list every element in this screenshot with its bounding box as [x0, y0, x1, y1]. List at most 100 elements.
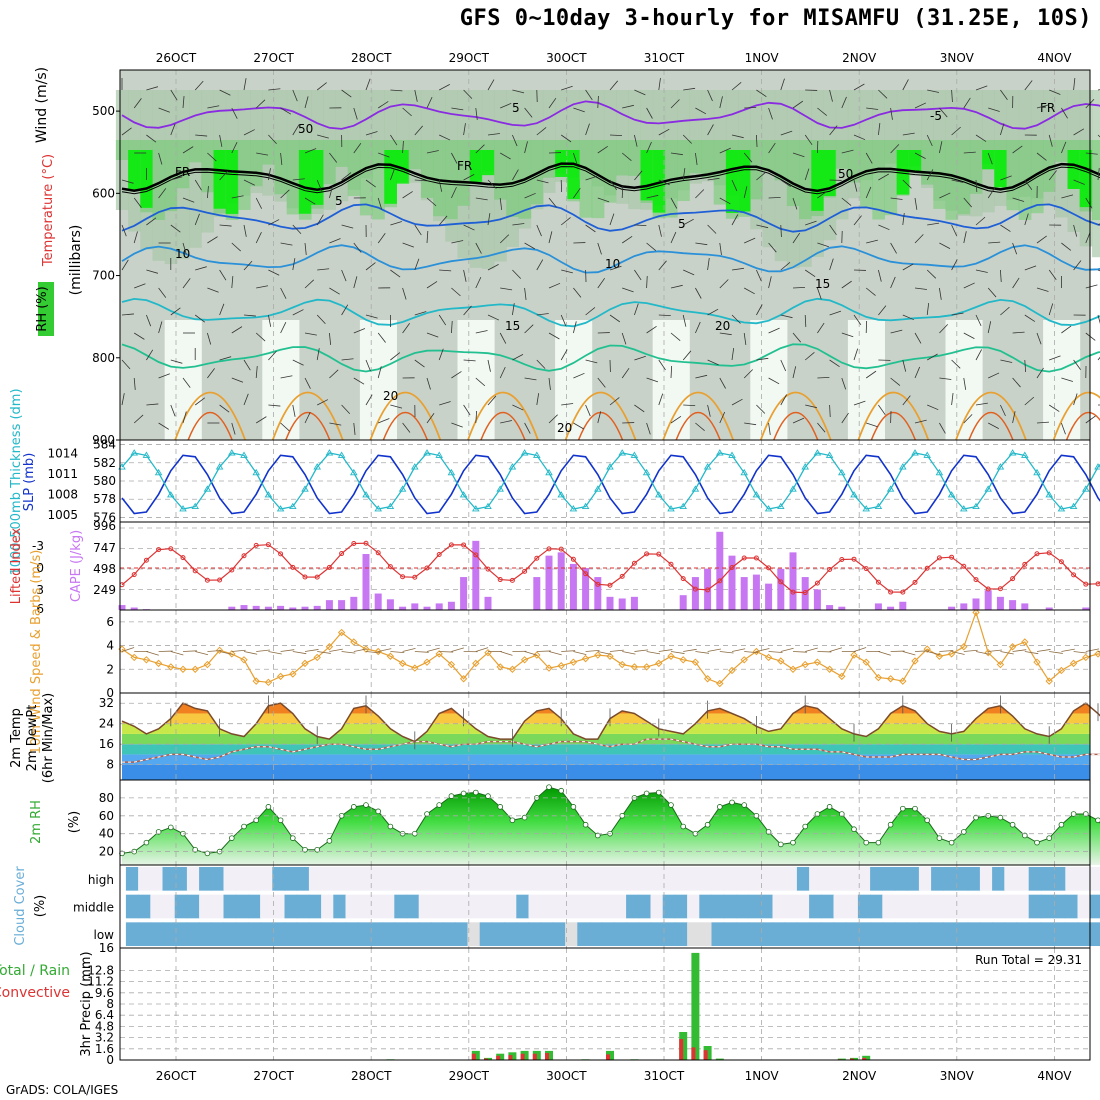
- thickness-marker: [606, 463, 614, 470]
- wind-barb: [121, 313, 134, 316]
- li-marker: [680, 576, 686, 582]
- wind-barb: [219, 224, 232, 227]
- y-tick-label: 2: [106, 662, 114, 676]
- wind-barb: [731, 267, 744, 271]
- wind-barb: [414, 258, 420, 271]
- cloud-cell: [272, 894, 286, 919]
- cloud-cell: [723, 922, 737, 946]
- wind-barb: [695, 651, 710, 654]
- rh-shade: [372, 140, 385, 220]
- rh-marker: [229, 835, 235, 841]
- wind-barb: [926, 303, 930, 316]
- rh-marker: [192, 846, 199, 853]
- wind-barb: [695, 152, 698, 165]
- cape-bar: [325, 600, 333, 610]
- wind-barb: [121, 359, 131, 370]
- rh-area: [122, 787, 1100, 865]
- cloud-cell: [125, 922, 139, 946]
- wind-barb: [866, 239, 878, 244]
- cloud-cell: [723, 894, 737, 919]
- wind-barb: [280, 287, 287, 299]
- rh-marker: [1022, 832, 1028, 839]
- wind-barb: [341, 358, 354, 361]
- wind-barb: [170, 307, 181, 316]
- wind-speed-marker: [1082, 653, 1090, 662]
- rh-marker: [302, 846, 308, 853]
- wind-barb: [756, 304, 763, 316]
- wind-barb: [646, 275, 648, 289]
- rh-shade-dry: [262, 320, 275, 440]
- precip-convective-bar: [606, 1054, 610, 1060]
- x-tick-label-top: 29OCT: [449, 51, 490, 65]
- wind-barb: [451, 647, 464, 652]
- wind-barb: [951, 179, 964, 183]
- wind-barb: [756, 89, 767, 98]
- cloud-cell: [1077, 867, 1091, 891]
- cape-bar: [777, 568, 785, 610]
- cloud-cell: [992, 894, 1005, 919]
- li-marker: [961, 563, 967, 569]
- cloud-cell: [455, 867, 469, 891]
- cloud-cell: [882, 894, 896, 919]
- rh-shade-dry: [847, 320, 861, 440]
- cloud-cell: [906, 922, 920, 946]
- wind-barb: [475, 411, 478, 424]
- warm-contour: [968, 411, 1014, 441]
- wind-barb: [585, 175, 598, 181]
- ylabel-2m-rh-unit: (%): [67, 811, 82, 834]
- y-tick-label: 900: [92, 433, 115, 447]
- thickness-marker: [703, 463, 712, 470]
- wind-barb: [756, 404, 766, 414]
- cloud-cell: [650, 867, 664, 891]
- ylabel-temperature: Temperature (°C): [41, 154, 56, 267]
- wind-barb: [560, 134, 572, 143]
- wind-barb: [1036, 287, 1049, 292]
- wind-speed-marker: [606, 652, 614, 660]
- wind-barb: [609, 134, 623, 137]
- wind-barb: [866, 107, 879, 110]
- wind-barb: [597, 377, 606, 388]
- thickness-marker: [630, 451, 639, 458]
- wind-barb: [988, 372, 1000, 379]
- wind-barb: [926, 134, 933, 147]
- cloud-cell: [1028, 922, 1042, 946]
- thickness-marker: [886, 485, 895, 492]
- cloud-cell: [711, 894, 725, 919]
- wind-speed-marker: [801, 660, 809, 669]
- wind-barb: [170, 123, 176, 136]
- cloud-cell: [931, 894, 944, 919]
- y-tick-label: -3: [32, 539, 44, 553]
- wind-barb: [634, 224, 647, 227]
- cloud-cell: [772, 922, 786, 946]
- wind-barb: [195, 651, 209, 656]
- wind-barb: [878, 123, 881, 136]
- cloud-cell: [711, 867, 725, 891]
- cloud-cell: [906, 867, 920, 891]
- wind-barb: [695, 422, 705, 432]
- cloud-cell: [894, 867, 908, 891]
- wind-barb: [158, 107, 170, 113]
- cape-bar: [460, 577, 468, 610]
- wind-barb: [585, 649, 600, 652]
- thickness-marker: [1045, 491, 1053, 498]
- wind-barb: [390, 221, 402, 226]
- wind-barb: [292, 651, 307, 655]
- li-marker: [217, 577, 223, 583]
- wind-barb: [170, 359, 183, 364]
- wind-barb: [1061, 422, 1066, 435]
- wind-barb: [768, 377, 780, 385]
- wind-barb: [146, 134, 157, 143]
- li-marker: [131, 572, 137, 578]
- cloud-cell: [272, 922, 286, 946]
- cloud-cell: [882, 867, 896, 891]
- wind-barb: [133, 332, 145, 340]
- cloud-cell: [857, 894, 871, 919]
- wind-barb: [255, 197, 263, 209]
- cloud-cell: [906, 894, 920, 919]
- rh-marker: [521, 814, 528, 821]
- wind-barb: [963, 377, 967, 390]
- li-marker: [473, 552, 479, 558]
- cape-bar: [435, 603, 443, 610]
- temp-band: [122, 764, 1090, 780]
